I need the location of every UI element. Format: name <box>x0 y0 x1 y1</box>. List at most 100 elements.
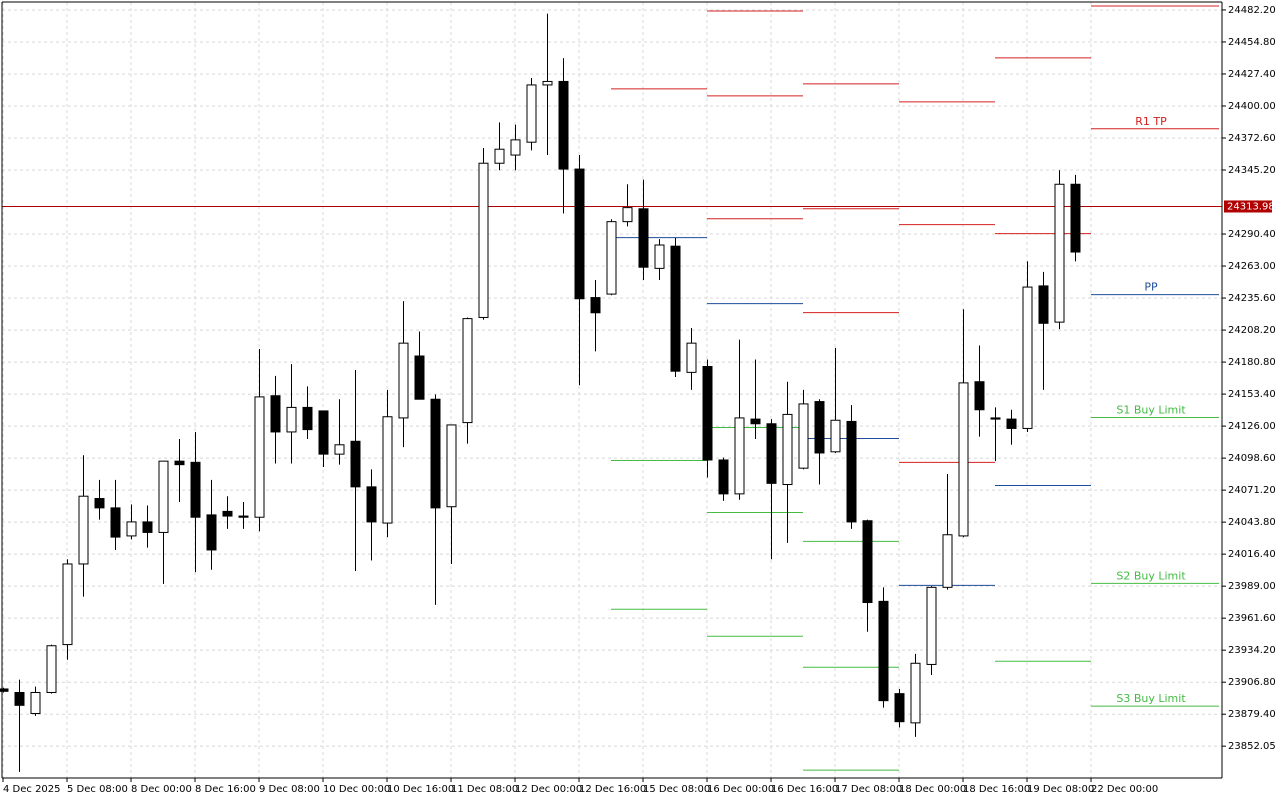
candle-body <box>750 418 761 425</box>
candle-body <box>702 366 713 461</box>
candle-body <box>350 440 361 488</box>
candle-body <box>206 514 217 551</box>
candle-body <box>1054 183 1065 323</box>
y-tick-label: 24427.40 <box>1228 69 1276 80</box>
y-tick-label: 24126.00 <box>1228 421 1276 432</box>
candle-body <box>862 520 873 604</box>
y-tick-label: 24482.20 <box>1228 5 1276 16</box>
candle-body <box>1022 286 1033 429</box>
candle-body <box>878 600 889 702</box>
price-label-box <box>1224 200 1272 213</box>
candle-body <box>478 162 489 318</box>
candle-body <box>430 398 441 509</box>
candle-body <box>622 207 633 223</box>
candle-body <box>526 84 537 143</box>
candle-body <box>926 586 937 665</box>
levels: R1 TP PP S1 Buy Limit S2 Buy Limit S3 Buy Li… <box>2 5 1222 771</box>
candle-body <box>1070 183 1081 253</box>
candle-body <box>990 417 1001 420</box>
y-tick-label: 24153.40 <box>1228 389 1276 400</box>
y-tick-label: 23961.60 <box>1228 613 1276 624</box>
candle-body <box>190 461 201 518</box>
candle-body <box>270 395 281 433</box>
candle-body <box>238 515 249 518</box>
y-tick-label: 23852.05 <box>1228 741 1276 752</box>
x-tick-label: 12 Dec 00:00 <box>515 784 582 795</box>
y-tick-label: 24400.00 <box>1228 101 1276 112</box>
candle-body <box>910 662 921 724</box>
candle-body <box>318 410 329 455</box>
candle-body <box>638 208 649 268</box>
candle-body <box>974 381 985 411</box>
level-label: PP <box>1144 281 1158 294</box>
x-tick-label: 17 Dec 08:00 <box>835 784 902 795</box>
candle-body <box>14 691 25 706</box>
candle-body <box>142 521 153 533</box>
x-tick-label: 12 Dec 16:00 <box>579 784 646 795</box>
x-tick-label: 11 Dec 08:00 <box>451 784 518 795</box>
y-tick-label: 24454.80 <box>1228 37 1276 48</box>
y-tick-label: 24098.60 <box>1228 453 1276 464</box>
candle-body <box>30 691 41 715</box>
y-tick-label: 24016.40 <box>1228 549 1276 560</box>
candle-body <box>798 403 809 469</box>
candle-body <box>414 355 425 400</box>
x-tick-label: 10 Dec 16:00 <box>387 784 454 795</box>
x-tick-label: 15 Dec 08:00 <box>643 784 710 795</box>
y-tick-label: 24372.60 <box>1228 133 1276 144</box>
candle-body <box>574 168 585 300</box>
x-tick-label: 18 Dec 16:00 <box>963 784 1030 795</box>
y-tick-label: 24290.40 <box>1228 229 1276 240</box>
candle-body <box>302 406 313 431</box>
y-tick-label: 23934.20 <box>1228 645 1276 656</box>
candle-body <box>462 318 473 424</box>
x-tick-label: 22 Dec 00:00 <box>1091 784 1158 795</box>
candle-body <box>718 459 729 495</box>
candle-body <box>782 413 793 486</box>
candle-body <box>126 521 137 537</box>
candle-body <box>558 80 569 170</box>
candle-body <box>286 406 297 433</box>
candle-body <box>590 297 601 314</box>
y-tick-label: 23906.80 <box>1228 677 1276 688</box>
candle-body <box>814 401 825 454</box>
candle-body <box>174 460 185 466</box>
level-label: S3 Buy Limit <box>1116 692 1186 705</box>
y-tick-label: 24180.80 <box>1228 357 1276 368</box>
candle-body <box>334 444 345 455</box>
y-tick-label: 24043.80 <box>1228 517 1276 528</box>
candle-body <box>94 498 105 509</box>
x-tick-label: 5 Dec 08:00 <box>67 784 128 795</box>
candle-body <box>382 416 393 524</box>
x-tick-label: 18 Dec 00:00 <box>899 784 966 795</box>
candle-body <box>958 382 969 537</box>
candle-body <box>46 645 57 693</box>
y-tick-label: 24071.20 <box>1228 485 1276 496</box>
candle-body <box>1038 285 1049 324</box>
level-label: S1 Buy Limit <box>1116 403 1186 416</box>
candle-body <box>110 507 121 538</box>
candle-body <box>62 563 73 646</box>
y-tick-label: 24263.00 <box>1228 261 1276 272</box>
candle-body <box>846 420 857 523</box>
candles <box>0 13 1081 772</box>
y-tick-label: 23879.40 <box>1228 709 1276 720</box>
candle-body <box>686 342 697 373</box>
x-tick-label: 16 Dec 16:00 <box>771 784 838 795</box>
level-label: S2 Buy Limit <box>1116 569 1186 582</box>
y-tick-label: 24208.20 <box>1228 325 1276 336</box>
candle-body <box>222 510 233 517</box>
candle-body <box>830 419 841 453</box>
x-tick-label: 9 Dec 08:00 <box>259 784 320 795</box>
candle-body <box>894 693 905 723</box>
candle-body <box>0 688 9 692</box>
candle-body <box>766 423 777 484</box>
candle-body <box>734 417 745 495</box>
candle-body <box>446 424 457 508</box>
candle-body <box>254 396 265 518</box>
x-tick-label: 4 Dec 2025 <box>3 784 61 795</box>
candle-body <box>542 80 553 86</box>
